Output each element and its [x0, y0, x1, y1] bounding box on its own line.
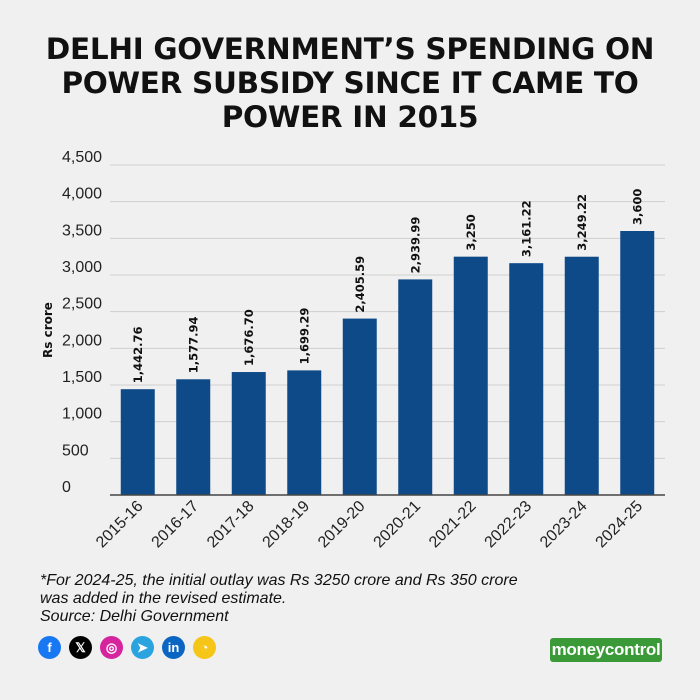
- moneycontrol-logo[interactable]: moneycontrol: [550, 638, 662, 662]
- x-tick-label: 2022-23: [482, 498, 536, 552]
- bar-value-label: 1,442.76: [131, 326, 145, 383]
- y-tick-label: 500: [62, 442, 89, 459]
- chart-title-line-2: POWER SUBSIDY SINCE IT CAME TO: [61, 66, 639, 100]
- y-tick-label: 2,000: [62, 332, 102, 349]
- x-tick-label: 2024-25: [593, 498, 647, 552]
- chart-title-line-1: DELHI GOVERNMENT’S SPENDING ON: [45, 32, 655, 66]
- y-tick-label: 2,500: [62, 296, 102, 313]
- bar-value-label: 1,577.94: [186, 317, 200, 374]
- chart-title: DELHI GOVERNMENT’S SPENDING ON POWER SUB…: [0, 32, 700, 134]
- telegram-icon[interactable]: ➤: [131, 636, 154, 659]
- x-tick-label: 2016-17: [149, 498, 203, 552]
- x-tick-label: 2021-22: [426, 498, 480, 552]
- koo-icon[interactable]: ◔: [193, 636, 216, 659]
- x-tick-label: 2023-24: [537, 498, 591, 552]
- bar: [509, 263, 544, 495]
- x-tick-label: 2017-18: [204, 498, 258, 552]
- y-tick-label: 4,000: [62, 186, 102, 203]
- bar-value-label: 3,600: [630, 189, 644, 225]
- x-tick-label: 2020-21: [371, 498, 425, 552]
- bar: [120, 389, 155, 495]
- bar: [176, 379, 211, 495]
- x-icon[interactable]: 𝕏: [69, 636, 92, 659]
- bar: [620, 231, 655, 495]
- x-tick-label: 2019-20: [315, 498, 369, 552]
- x-tick-label: 2018-19: [260, 498, 314, 552]
- bar: [564, 256, 599, 495]
- linkedin-icon[interactable]: in: [162, 636, 185, 659]
- bar: [398, 279, 433, 495]
- y-tick-label: 1,500: [62, 369, 102, 386]
- social-links: f 𝕏 ◎ ➤ in ◔: [38, 636, 216, 659]
- y-tick-label: 4,500: [62, 149, 102, 166]
- chart-title-line-3: POWER IN 2015: [221, 100, 479, 134]
- facebook-icon[interactable]: f: [38, 636, 61, 659]
- bar-chart: 0 500 1,000 1,500 2,000 2,500 3,000 3,500 4,000 4…: [41, 149, 665, 552]
- bar-value-label: 3,249.22: [575, 194, 589, 251]
- y-tick-label: 1,000: [62, 406, 102, 423]
- footnote: *For 2024-25, the initial outlay was Rs …: [40, 572, 680, 626]
- bar-value-label: 2,405.59: [353, 256, 367, 313]
- bar-value-label: 1,676.70: [242, 309, 256, 366]
- footnote-line-1: *For 2024-25, the initial outlay was Rs …: [40, 572, 518, 589]
- y-tick-label: 3,500: [62, 222, 102, 239]
- bar: [342, 318, 377, 495]
- bar-value-label: 3,250: [464, 214, 478, 250]
- source-note: Source: Delhi Government: [40, 608, 229, 625]
- bar: [287, 370, 322, 495]
- bar: [453, 256, 488, 495]
- bar-value-label: 2,939.99: [408, 217, 422, 274]
- bar-value-label: 3,161.22: [519, 200, 533, 257]
- y-tick-label: 3,000: [62, 259, 102, 276]
- x-tick-label: 2015-16: [93, 498, 147, 552]
- instagram-icon[interactable]: ◎: [100, 636, 123, 659]
- y-axis-label: Rs crore: [41, 302, 55, 358]
- footnote-line-2: was added in the revised estimate.: [40, 590, 287, 607]
- bar-value-label: 1,699.29: [297, 308, 311, 365]
- bar: [231, 372, 266, 495]
- y-tick-label: 0: [62, 479, 71, 496]
